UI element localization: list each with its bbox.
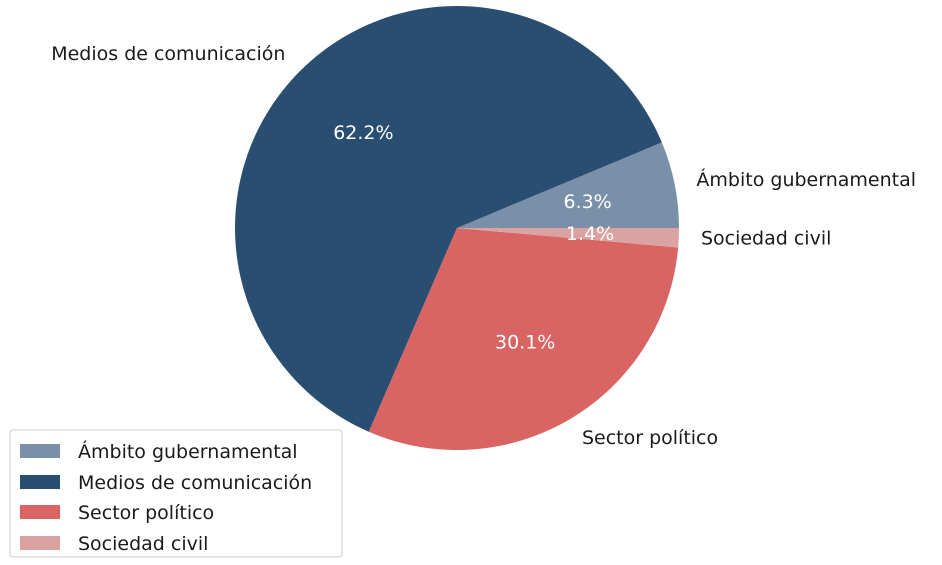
pie-pct-label-0: 6.3% xyxy=(563,191,611,213)
pie-category-label-0: Ámbito gubernamental xyxy=(696,168,916,191)
pie-slice-1 xyxy=(235,6,662,432)
legend-label-2: Sector político xyxy=(78,502,214,524)
pie-category-labels: Ámbito gubernamental Medios de comunicaci… xyxy=(51,43,916,449)
legend-swatch-1 xyxy=(20,475,60,489)
legend-entry-1: Medios de comunicación xyxy=(20,472,312,494)
pie-slices xyxy=(235,6,679,450)
pie-pct-label-3: 1.4% xyxy=(566,223,614,245)
legend-entry-3: Sociedad civil xyxy=(20,533,208,555)
pie-slice-2 xyxy=(368,228,679,450)
legend-entry-0: Ámbito gubernamental xyxy=(20,440,298,463)
pie-category-label-1: Medios de comunicación xyxy=(51,43,285,65)
pie-pct-label-1: 62.2% xyxy=(333,122,393,144)
legend-swatch-3 xyxy=(20,536,60,550)
legend-entry-2: Sector político xyxy=(20,502,214,524)
pie-pct-label-2: 30.1% xyxy=(495,331,555,353)
pie-category-label-2: Sector político xyxy=(582,427,718,449)
chart-legend: Ámbito gubernamental Medios de comunicac… xyxy=(9,429,343,558)
legend-label-3: Sociedad civil xyxy=(78,533,208,555)
legend-frame xyxy=(9,429,343,558)
legend-swatch-0 xyxy=(20,444,60,458)
legend-label-1: Medios de comunicación xyxy=(78,472,312,494)
legend-swatch-2 xyxy=(20,505,60,519)
pie-slice-3 xyxy=(457,228,679,248)
legend-label-0: Ámbito gubernamental xyxy=(78,440,298,463)
pie-percentage-labels: 6.3% 62.2% 30.1% 1.4% xyxy=(333,122,614,353)
pie-category-label-3: Sociedad civil xyxy=(701,228,831,250)
pie-slice-0 xyxy=(457,142,679,228)
